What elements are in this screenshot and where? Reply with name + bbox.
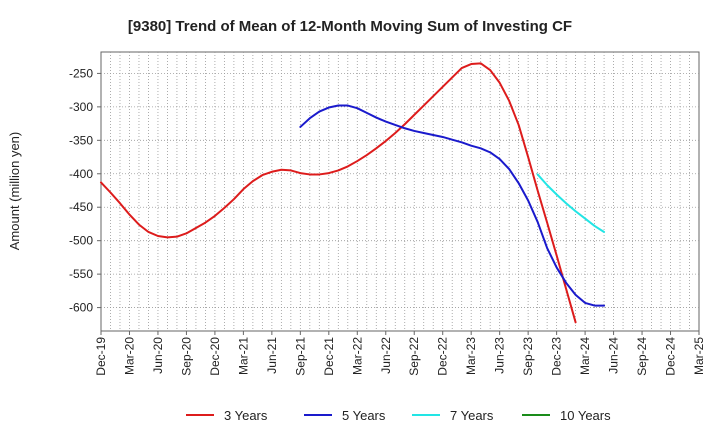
x-tick-label: Sep-24 bbox=[635, 337, 649, 376]
x-tick-label: Jun-22 bbox=[379, 337, 393, 374]
y-tick-label: -450 bbox=[69, 200, 93, 214]
chart-title: [9380] Trend of Mean of 12-Month Moving … bbox=[128, 18, 572, 35]
x-tick-label: Sep-21 bbox=[293, 337, 307, 376]
y-tick-label: -400 bbox=[69, 167, 93, 181]
y-tick-label: -300 bbox=[69, 100, 93, 114]
x-tick-label: Jun-24 bbox=[607, 337, 621, 374]
legend-label: 3 Years bbox=[224, 408, 268, 423]
x-tick-label: Mar-20 bbox=[122, 337, 136, 375]
legend-label: 10 Years bbox=[560, 408, 611, 423]
x-tick-label: Dec-23 bbox=[550, 337, 564, 376]
series-lines bbox=[100, 62, 606, 324]
legend-label: 7 Years bbox=[450, 408, 494, 423]
y-axis-ticks: -250 -300 -350 -400 -450 -500 -550 -600 bbox=[69, 66, 101, 315]
x-tick-label: Dec-20 bbox=[208, 337, 222, 376]
grid bbox=[101, 52, 699, 331]
series-line-7-years bbox=[536, 173, 606, 233]
x-tick-label: Mar-25 bbox=[692, 337, 706, 375]
x-tick-label: Dec-22 bbox=[436, 337, 450, 376]
legend-label: 5 Years bbox=[342, 408, 386, 423]
y-tick-label: -550 bbox=[69, 267, 93, 281]
series-line-5-years bbox=[299, 104, 606, 307]
x-tick-label: Jun-21 bbox=[265, 337, 279, 374]
x-tick-label: Sep-23 bbox=[521, 337, 535, 376]
x-tick-label: Sep-20 bbox=[179, 337, 193, 376]
x-tick-label: Dec-21 bbox=[322, 337, 336, 376]
x-axis-ticks: Dec-19 Mar-20 Jun-20 Sep-20 Dec-20 Mar-21 Jun-… bbox=[94, 331, 706, 376]
x-tick-label: Dec-19 bbox=[94, 337, 108, 376]
y-axis-label: Amount (million yen) bbox=[7, 132, 22, 251]
x-tick-label: Jun-23 bbox=[493, 337, 507, 374]
y-tick-label: -600 bbox=[69, 301, 93, 315]
y-tick-label: -250 bbox=[69, 66, 93, 80]
plot-area bbox=[100, 51, 700, 332]
series-line-3-years bbox=[100, 62, 577, 324]
x-tick-label: Dec-24 bbox=[664, 337, 678, 376]
x-tick-label: Mar-24 bbox=[578, 337, 592, 375]
x-tick-label: Jun-20 bbox=[151, 337, 165, 374]
legend: 3 Years 5 Years 7 Years 10 Years bbox=[186, 408, 611, 423]
x-tick-label: Mar-22 bbox=[350, 337, 364, 375]
x-tick-label: Mar-23 bbox=[464, 337, 478, 375]
x-tick-label: Mar-21 bbox=[236, 337, 250, 375]
y-tick-label: -500 bbox=[69, 234, 93, 248]
x-tick-label: Sep-22 bbox=[407, 337, 421, 376]
y-tick-label: -350 bbox=[69, 133, 93, 147]
